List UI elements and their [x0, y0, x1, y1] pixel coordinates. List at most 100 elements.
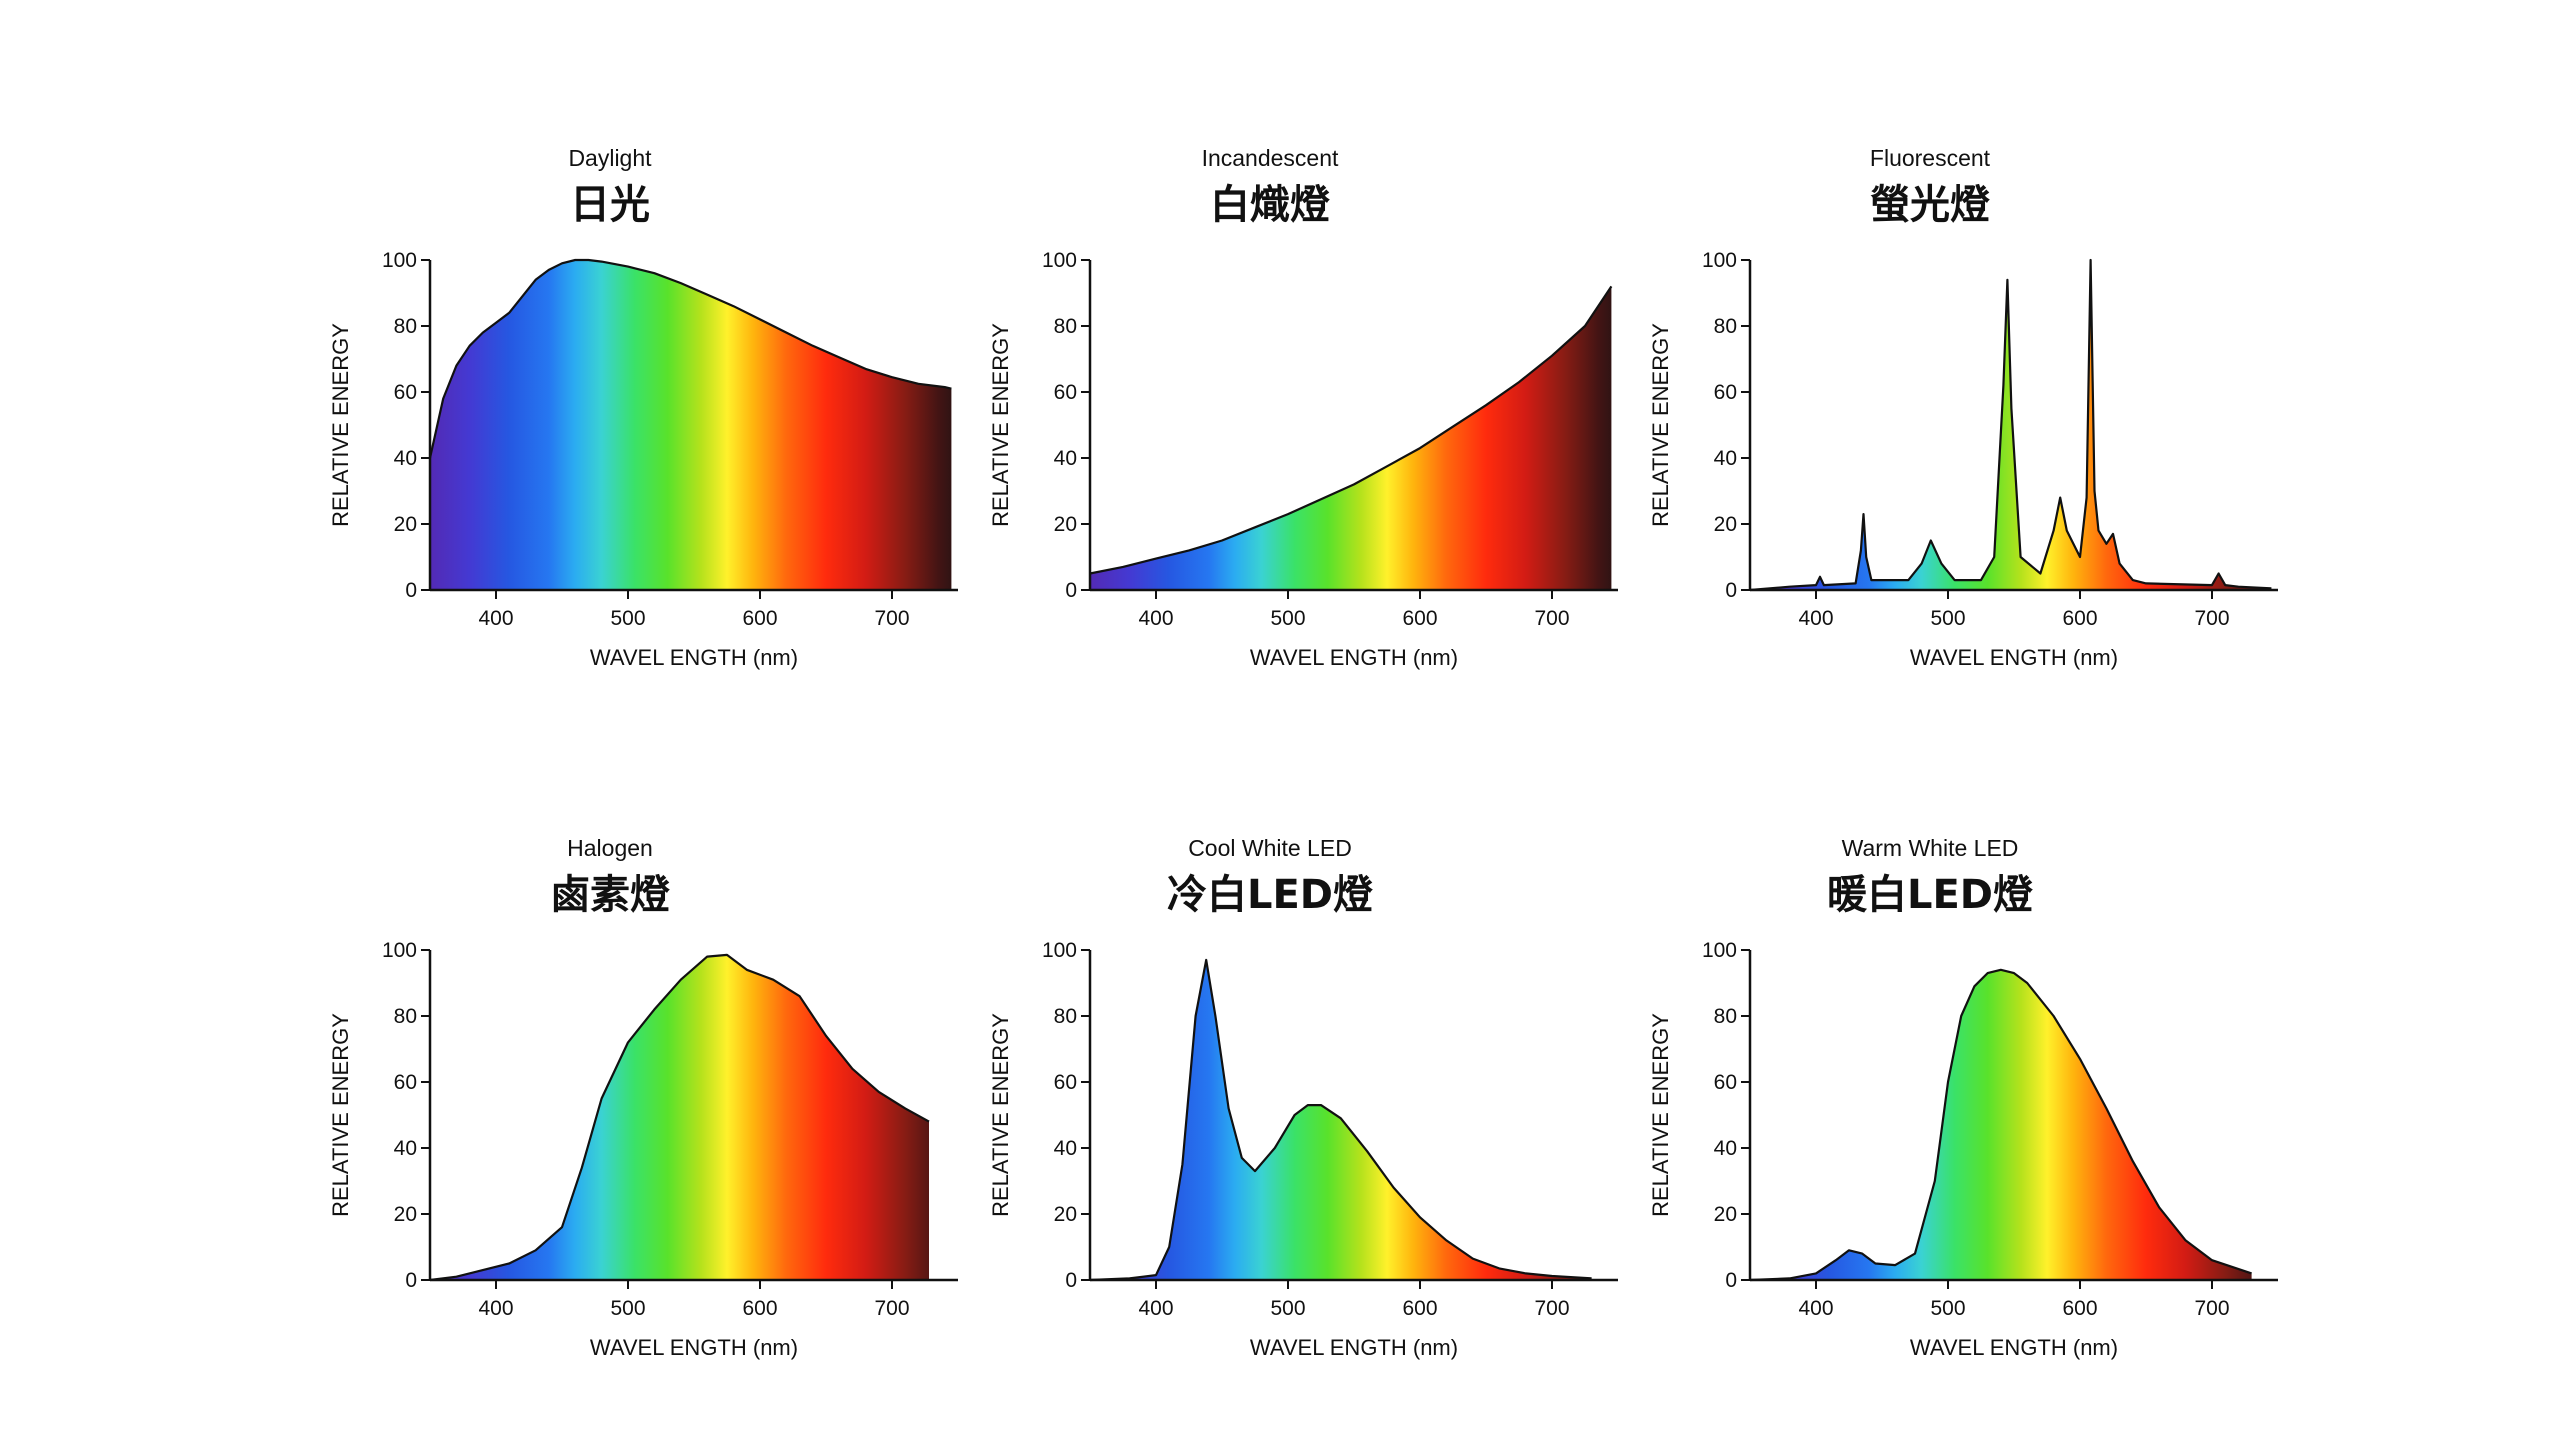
x-tick-label: 400: [478, 1297, 513, 1320]
x-tick-label: 400: [1798, 607, 1833, 630]
y-tick-label: 100: [1042, 249, 1077, 272]
y-tick-label: 0: [1725, 1269, 1737, 1292]
y-axis-label: RELATIVE ENERGY: [328, 323, 353, 527]
y-axis-label: RELATIVE ENERGY: [988, 323, 1013, 527]
y-axis-label: RELATIVE ENERGY: [328, 1013, 353, 1217]
chart-title: Fluorescent: [1869, 145, 1991, 171]
y-tick-label: 0: [405, 1269, 417, 1292]
x-axis-label: WAVEL ENGTH (nm): [1910, 1335, 2118, 1360]
chart-svg: 0 20 40 60 80 100 400 500 600 700 WAVEL ENGTH (nm)…: [328, 939, 958, 1360]
x-axis-label: WAVEL ENGTH (nm): [1250, 645, 1458, 670]
x-tick-label: 600: [1402, 607, 1437, 630]
y-tick-label: 0: [405, 579, 417, 602]
y-tick-label: 20: [1714, 513, 1737, 536]
chart-panel-daylight: Daylight 日光 0 20 40 60 80 100 400 500 600 700 WAVEL …: [300, 140, 958, 700]
y-tick-label: 60: [394, 1071, 417, 1094]
chart-subtitle: 暖白LED燈: [1826, 872, 2033, 918]
x-axis-label: WAVEL ENGTH (nm): [1910, 645, 2118, 670]
chart-panel-cool-white-led: Cool White LED 冷白LED燈 0 20 40 60 80 100 400 500 60…: [960, 830, 1618, 1390]
chart-subtitle: 白熾燈: [1210, 182, 1330, 228]
spectrum-line: [428, 258, 952, 459]
y-tick-label: 60: [1054, 381, 1077, 404]
y-tick-label: 60: [1714, 1071, 1737, 1094]
x-tick-label: 600: [742, 607, 777, 630]
chart-svg: 0 20 40 60 80 100 400 500 600 700 WAVEL ENGTH (nm)…: [328, 249, 958, 670]
y-tick-label: 40: [394, 447, 417, 470]
x-tick-label: 600: [742, 1297, 777, 1320]
y-tick-label: 40: [1714, 447, 1737, 470]
chart-title: Incandescent: [1201, 145, 1339, 171]
y-tick-label: 40: [394, 1137, 417, 1160]
y-tick-label: 20: [1054, 1203, 1077, 1226]
x-tick-label: 500: [1930, 607, 1965, 630]
y-axis-label: RELATIVE ENERGY: [988, 1013, 1013, 1217]
x-tick-label: 700: [1534, 1297, 1569, 1320]
y-tick-label: 80: [394, 315, 417, 338]
y-tick-label: 20: [394, 513, 417, 536]
y-tick-label: 20: [1714, 1203, 1737, 1226]
chart-svg: 0 20 40 60 80 100 400 500 600 700 WAVEL ENGTH (nm)…: [988, 249, 1618, 670]
x-tick-label: 400: [1798, 1297, 1833, 1320]
x-tick-label: 600: [1402, 1297, 1437, 1320]
chart-subtitle: 日光: [570, 182, 650, 228]
spectrum-area: [1090, 286, 1612, 590]
y-tick-label: 40: [1054, 447, 1077, 470]
y-tick-label: 20: [394, 1203, 417, 1226]
y-tick-label: 20: [1054, 513, 1077, 536]
chart-subtitle: 冷白LED燈: [1166, 872, 1373, 918]
x-axis-label: WAVEL ENGTH (nm): [590, 1335, 798, 1360]
y-tick-label: 60: [1714, 381, 1737, 404]
x-tick-label: 700: [874, 607, 909, 630]
y-tick-label: 80: [1714, 1005, 1737, 1028]
y-tick-label: 100: [382, 249, 417, 272]
chart-title: Daylight: [568, 145, 652, 171]
chart-subtitle: 鹵素燈: [550, 872, 670, 918]
y-tick-label: 100: [382, 939, 417, 962]
spectrum-line: [1749, 258, 2272, 592]
y-tick-label: 100: [1702, 249, 1737, 272]
y-tick-label: 40: [1714, 1137, 1737, 1160]
x-tick-label: 500: [1930, 1297, 1965, 1320]
chart-title: Warm White LED: [1841, 835, 2019, 861]
y-tick-label: 80: [1714, 315, 1737, 338]
x-tick-label: 700: [874, 1297, 909, 1320]
y-tick-label: 0: [1065, 579, 1077, 602]
y-tick-label: 60: [1054, 1071, 1077, 1094]
y-tick-label: 100: [1042, 939, 1077, 962]
x-tick-label: 400: [1138, 607, 1173, 630]
y-tick-label: 80: [1054, 1005, 1077, 1028]
x-tick-label: 500: [1270, 1297, 1305, 1320]
y-tick-label: 60: [394, 381, 417, 404]
x-tick-label: 600: [2062, 1297, 2097, 1320]
spectrum-area: [1750, 969, 2252, 1280]
spectrum-line: [1089, 285, 1613, 575]
x-tick-label: 400: [1138, 1297, 1173, 1320]
chart-svg: 0 20 40 60 80 100 400 500 600 700 WAVEL ENGTH (nm)…: [1648, 249, 2278, 670]
chart-panel-incandescent: Incandescent 白熾燈 0 20 40 60 80 100 400 500 600 700 W…: [960, 140, 1618, 700]
y-axis-label: RELATIVE ENERGY: [1648, 1013, 1673, 1217]
chart-title: Halogen: [567, 835, 653, 861]
x-tick-label: 700: [2194, 1297, 2229, 1320]
chart-svg: 0 20 40 60 80 100 400 500 600 700 WAVEL ENGTH (nm)…: [988, 939, 1618, 1360]
chart-panel-halogen: Halogen 鹵素燈 0 20 40 60 80 100 400 500 600 700 WAVEL …: [300, 830, 958, 1390]
x-tick-label: 500: [610, 607, 645, 630]
x-tick-label: 600: [2062, 607, 2097, 630]
chart-svg: 0 20 40 60 80 100 400 500 600 700 WAVEL ENGTH (nm)…: [1648, 939, 2278, 1360]
x-axis-label: WAVEL ENGTH (nm): [1250, 1335, 1458, 1360]
y-tick-label: 0: [1725, 579, 1737, 602]
x-tick-label: 500: [610, 1297, 645, 1320]
spectrum-line: [1089, 958, 1592, 1282]
chart-subtitle: 螢光燈: [1870, 182, 1990, 228]
spectrum-line: [429, 953, 930, 1282]
y-tick-label: 80: [1054, 315, 1077, 338]
spectrum-area: [430, 260, 952, 590]
x-tick-label: 500: [1270, 607, 1305, 630]
x-tick-label: 700: [1534, 607, 1569, 630]
chart-panel-fluorescent: Fluorescent 螢光燈 0 20 40 60 80 100 400 500 600 700 WA…: [1620, 140, 2278, 700]
y-axis-label: RELATIVE ENERGY: [1648, 323, 1673, 527]
y-tick-label: 0: [1065, 1269, 1077, 1292]
x-tick-label: 400: [478, 607, 513, 630]
y-tick-label: 100: [1702, 939, 1737, 962]
x-axis-label: WAVEL ENGTH (nm): [590, 645, 798, 670]
